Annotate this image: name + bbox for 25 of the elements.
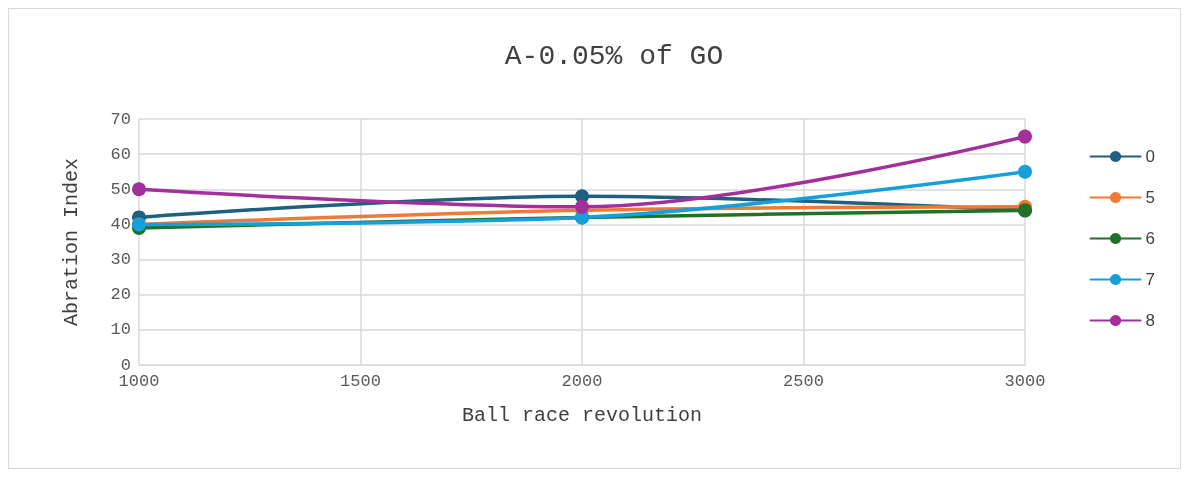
- chart-title: A-0.05% of GO: [504, 40, 724, 72]
- legend-label: 0: [1145, 147, 1156, 166]
- point: [575, 199, 589, 214]
- x-tick-label: 2500: [783, 372, 824, 391]
- legend-label: 5: [1145, 188, 1156, 207]
- y-tick-label: 10: [110, 320, 131, 340]
- x-axis-title: Ball race revolution: [461, 403, 703, 427]
- y-tick-label: 20: [110, 285, 131, 305]
- legend-label: 7: [1145, 270, 1156, 289]
- x-tick-label: 1500: [340, 372, 381, 391]
- point: [1018, 129, 1032, 144]
- y-tick-label: 30: [110, 250, 131, 270]
- point: [132, 182, 146, 197]
- y-tick-label: 40: [110, 214, 131, 234]
- y-tick-label: 50: [110, 179, 131, 199]
- y-axis-title: Abration Index: [59, 157, 83, 327]
- y-tick-label: 60: [110, 144, 131, 164]
- legend-label: 8: [1145, 311, 1156, 330]
- point: [1018, 164, 1032, 179]
- x-tick-label: 2000: [561, 372, 603, 391]
- legend-label: 6: [1145, 229, 1156, 248]
- x-tick-label: 3000: [1004, 372, 1046, 391]
- y-tick-label: 70: [110, 109, 131, 129]
- x-tick-label: 1000: [118, 372, 160, 391]
- y-tick-label: 0: [120, 355, 131, 375]
